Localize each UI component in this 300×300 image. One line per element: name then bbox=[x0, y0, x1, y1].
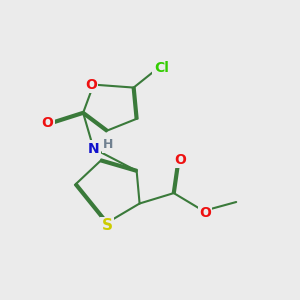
Text: S: S bbox=[101, 218, 112, 233]
Text: O: O bbox=[41, 116, 53, 130]
Text: O: O bbox=[174, 152, 186, 167]
Text: H: H bbox=[103, 138, 114, 152]
Text: O: O bbox=[85, 78, 97, 92]
Text: Cl: Cl bbox=[154, 61, 169, 75]
Text: O: O bbox=[199, 206, 211, 220]
Text: N: N bbox=[88, 142, 99, 155]
